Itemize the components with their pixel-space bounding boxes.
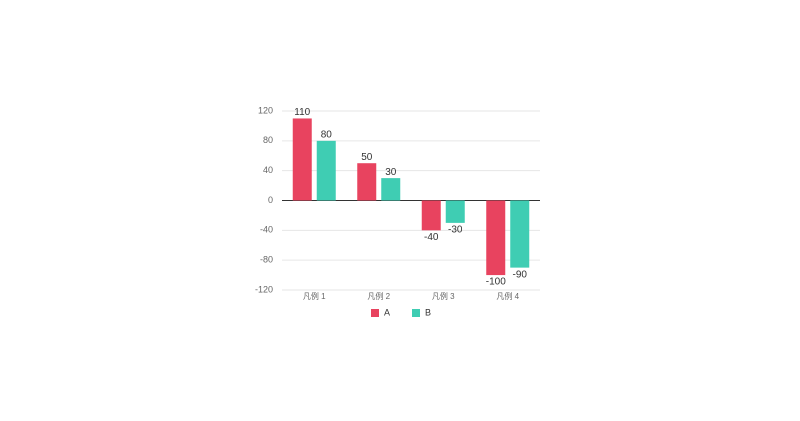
data-label: 80 xyxy=(321,129,333,140)
legend-swatch xyxy=(371,309,379,317)
y-tick-label: -120 xyxy=(255,284,273,294)
y-tick-label: 120 xyxy=(258,105,273,115)
bar xyxy=(510,200,530,268)
y-tick-label: 40 xyxy=(263,165,273,175)
x-tick-label: 凡例 4 xyxy=(496,291,519,301)
y-tick-label: -80 xyxy=(260,255,273,265)
bar xyxy=(381,178,401,201)
x-tick-label: 凡例 3 xyxy=(432,291,455,301)
bar xyxy=(357,163,377,201)
legend-swatch xyxy=(412,309,420,317)
data-label: -90 xyxy=(513,269,528,280)
bar xyxy=(486,200,506,276)
y-tick-label: 0 xyxy=(268,195,273,205)
data-label: -100 xyxy=(486,277,506,288)
bar xyxy=(292,118,312,201)
x-tick-label: 凡例 1 xyxy=(303,291,326,301)
data-label: -40 xyxy=(424,232,439,243)
legend-label: B xyxy=(425,307,431,317)
data-label: -30 xyxy=(448,225,463,236)
data-label: 50 xyxy=(361,152,373,163)
x-tick-label: 凡例 2 xyxy=(367,291,390,301)
bar xyxy=(445,200,465,223)
bar xyxy=(421,200,441,231)
legend-label: A xyxy=(384,307,390,317)
bar xyxy=(316,140,336,201)
data-label: 30 xyxy=(385,167,397,178)
data-label: 110 xyxy=(294,107,310,118)
y-tick-label: -40 xyxy=(260,225,273,235)
y-tick-label: 80 xyxy=(263,135,273,145)
